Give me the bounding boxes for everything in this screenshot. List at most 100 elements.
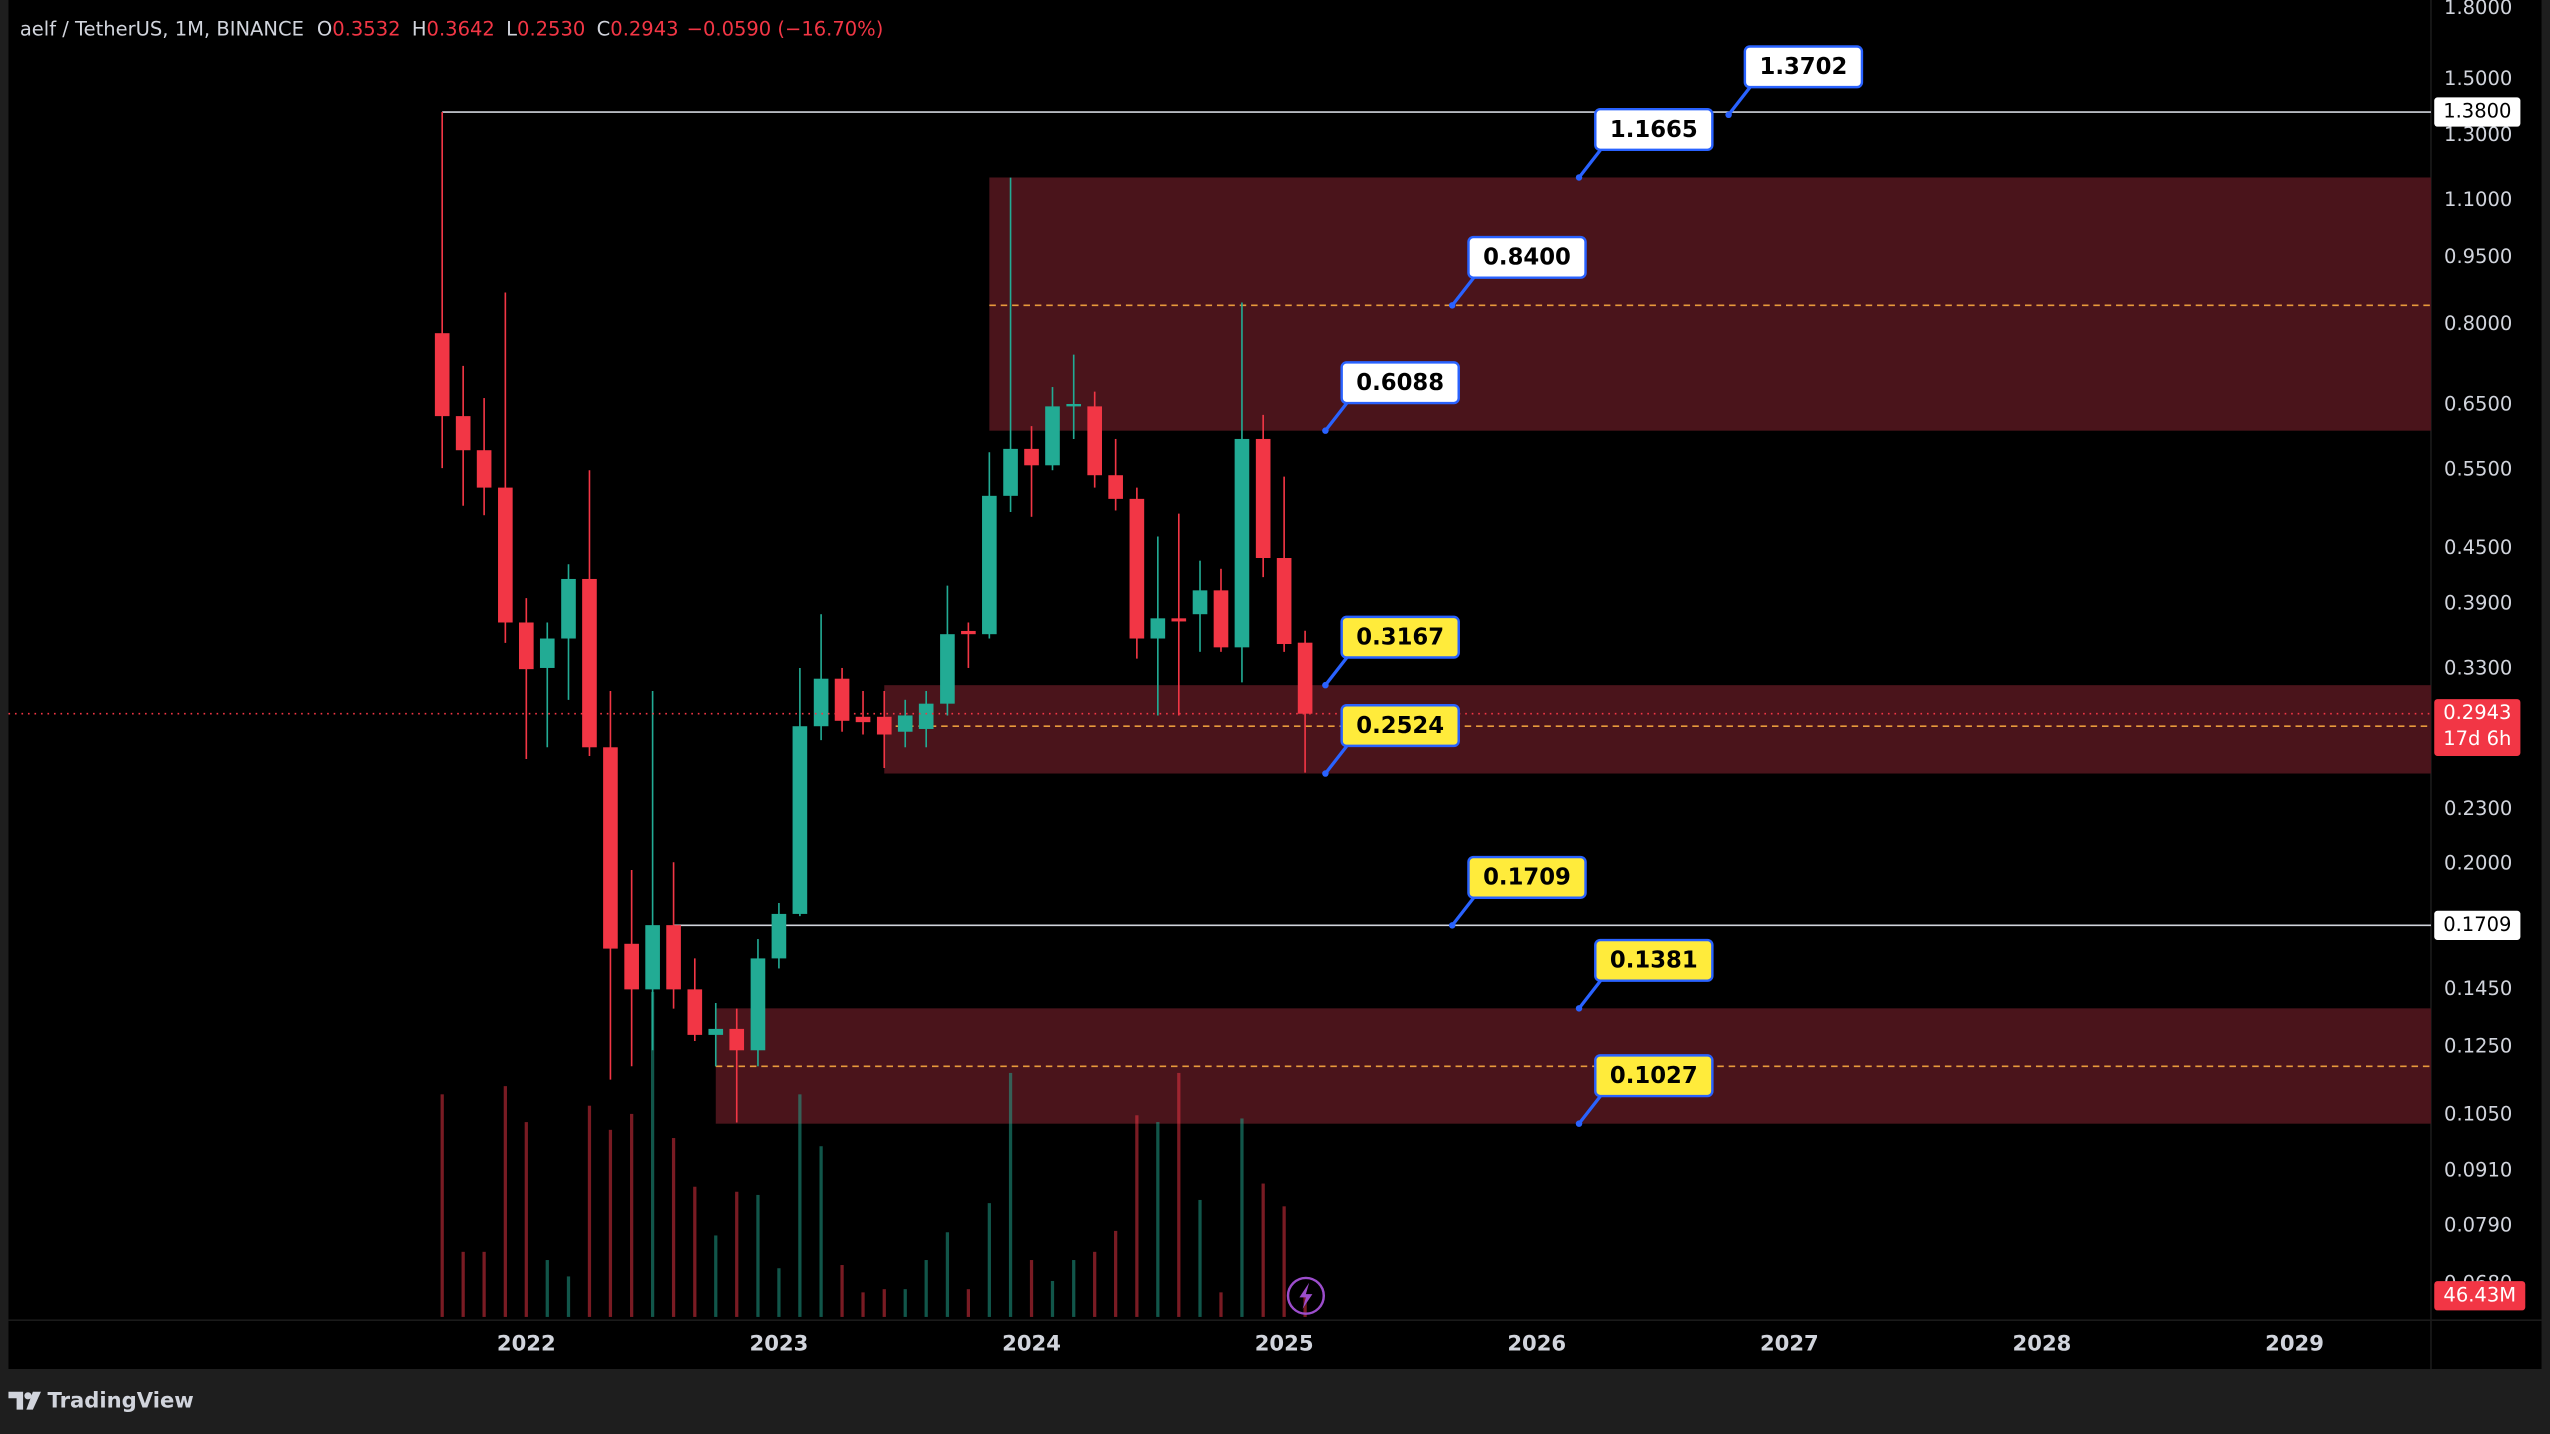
callout-pointer [1450,895,1477,927]
candle-body [603,747,618,949]
candle-body [1234,438,1250,648]
candle-body [897,715,913,732]
candle-body [813,678,829,727]
y-tick-label: 0.1450 [2444,977,2512,1000]
callout-tip [1575,1120,1583,1127]
ohlc-value: 0.2530 [517,17,585,40]
y-tick-label: 1.3000 [2444,123,2512,146]
change: −0.0590 (−16.70%) [687,17,884,40]
candle-body [982,495,997,635]
candle-body [1066,403,1082,407]
callout-pointer [1324,400,1350,432]
volume-bar [903,1289,907,1317]
x-tick-label: 2022 [497,1331,556,1356]
x-tick-label: 2026 [1507,1331,1566,1356]
brand[interactable]: TradingView [47,1387,193,1412]
y-tick-label: 0.0910 [2444,1158,2512,1181]
callout-label: 0.1381 [1610,948,1698,974]
volume-bar [882,1289,886,1317]
volume-bar [1093,1251,1097,1317]
callout-tip [1322,770,1329,777]
volume-bar [630,1113,634,1317]
candle-body [561,578,576,639]
callout-label: 0.2524 [1356,713,1444,739]
volume-bar [1240,1118,1244,1317]
volume-bar [1303,1295,1307,1317]
callout-label: 0.8400 [1483,245,1571,271]
volume-bar [650,991,655,1317]
legend-header: aelf / TetherUS, 1M, BINANCE O0.3532 H0.36… [20,17,883,40]
zone [884,685,2431,774]
callout-label: 1.3702 [1760,54,1848,80]
y-tick-label: 0.9500 [2444,245,2512,268]
y-tick-label: 1.5000 [2444,67,2512,90]
volume-bar [524,1122,528,1317]
callout-box [1743,45,1864,89]
candle-body [1171,618,1187,622]
candle-body [455,416,471,451]
x-tick-label: 2029 [2265,1331,2324,1356]
axis-label-box [2434,910,2521,941]
callout-box [1594,1054,1714,1098]
callout-box [1340,704,1460,748]
brand-logo[interactable] [8,1391,41,1410]
volume-label-box [2434,1281,2526,1311]
callout-label: 1.1665 [1610,117,1698,143]
candle-body [645,925,660,990]
candle-body [539,638,555,668]
volume-bar [1050,1280,1055,1317]
candle-body [940,634,955,704]
volume-bar [1261,1183,1265,1317]
callout-pointer [1324,654,1350,687]
x-tick-label: 2025 [1255,1331,1314,1356]
candle-body [1192,590,1208,615]
volume-bar [735,1191,739,1317]
callout-label: 0.1709 [1483,865,1571,891]
candle-body [1297,642,1313,714]
candle-body [729,1028,745,1051]
y-tick-label: 0.8000 [2444,312,2512,335]
callout-pointer [1577,147,1604,179]
plot: 1.3702 1.1665 0.8400 0.6088 0.3167 0.2524 0.17… [8,0,2526,1356]
volume-bar [503,1086,507,1317]
candle-body [1129,498,1145,639]
volume-bar [1029,1260,1034,1317]
volume-bar [798,1094,802,1317]
candle-body [518,622,534,670]
y-tick-label: 1.1000 [2444,188,2512,211]
callout-box [1340,361,1460,405]
lightning-icon[interactable] [1286,1276,1325,1315]
callout-pointer [1577,1093,1604,1125]
volume-bar [1114,1230,1118,1317]
y-tick-label: 0.5500 [2444,458,2512,481]
volume-bar [840,1265,844,1317]
candle-body [708,1028,724,1035]
candle-body [855,716,871,723]
candle-body [1108,475,1123,499]
volume-bar [1156,1122,1160,1317]
callout-pointer [1577,978,1604,1010]
candle-body [1213,590,1229,648]
volume-bar [1219,1292,1223,1317]
symbol: aelf / TetherUS, 1M, BINANCE [20,17,304,40]
callout-tip [1575,1005,1583,1012]
callout-tip [1322,681,1329,689]
callout-label: 0.1027 [1610,1063,1698,1089]
candle-body [750,958,766,1051]
candle-body [1255,438,1271,559]
callout-box [1467,855,1587,899]
candle-body [1045,406,1060,466]
volume-bar [482,1251,486,1317]
volume-bar [924,1260,928,1317]
callout-tip [1448,922,1456,929]
axis-label-box [2434,97,2521,127]
callout-box [1594,107,1714,152]
candle-body [582,578,597,748]
volume-bar [714,1235,718,1317]
y-tick-label: 0.1250 [2444,1035,2512,1058]
candle-body [498,487,513,623]
volume-bar [756,1194,760,1317]
callout-tip [1322,427,1329,434]
countdown: 17d 6h [2443,727,2511,750]
